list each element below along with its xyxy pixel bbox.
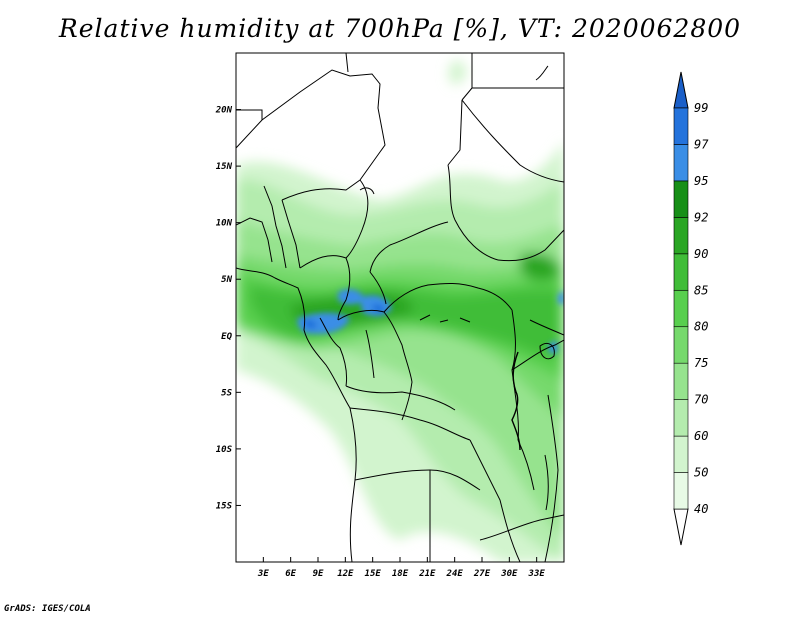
lon-tick-label: 12E xyxy=(337,569,354,579)
colorbar-label: 75 xyxy=(694,356,708,370)
colorbar-label: 92 xyxy=(694,210,708,224)
lon-tick-label: 21E xyxy=(418,569,436,579)
lon-tick-label: 18E xyxy=(392,569,409,579)
colorbar-label: 80 xyxy=(694,320,708,334)
colorbar: 40 50 60 70 75 80 85 90 92 95 97 99 xyxy=(673,71,709,546)
colorbar-label: 40 xyxy=(694,502,708,516)
colorbar-label: 90 xyxy=(694,247,708,261)
map-title: Relative humidity at 700hPa [%], VT: 202… xyxy=(58,14,742,43)
credit-text: GrADS: IGES/COLA xyxy=(4,604,91,614)
lon-tick-label: 27E xyxy=(473,569,491,579)
colorbar-label: 70 xyxy=(694,393,708,407)
lon-tick-label: 6E xyxy=(285,569,296,579)
colorbar-label: 97 xyxy=(694,137,709,151)
lon-tick-label: 15E xyxy=(365,569,382,579)
colorbar-segment xyxy=(673,435,689,473)
lat-tick-label: 15S xyxy=(216,501,233,511)
humidity-field xyxy=(236,53,564,562)
lat-tick-label: 15N xyxy=(216,162,233,172)
lat-tick-label: 10S xyxy=(216,445,233,455)
colorbar-segment xyxy=(673,399,689,437)
axis-ticks xyxy=(236,109,538,562)
colorbar-above-triangle xyxy=(673,71,689,109)
lat-tick-label: 5N xyxy=(221,275,232,285)
colorbar-segment xyxy=(673,326,689,364)
colorbar-label: 95 xyxy=(694,174,708,188)
colorbar-label: 99 xyxy=(694,101,708,115)
lon-tick-label: 30E xyxy=(500,569,518,579)
lat-tick-label: EQ xyxy=(221,332,232,342)
colorbar-segment xyxy=(673,144,689,182)
lat-tick-label: 5S xyxy=(221,388,232,398)
lon-tick-label: 9E xyxy=(313,569,324,579)
lat-tick-label: 10N xyxy=(216,219,233,229)
colorbar-label: 85 xyxy=(694,283,708,297)
lat-tick-label: 20N xyxy=(215,106,233,116)
country-borders xyxy=(236,53,564,562)
lon-tick-label: 3E xyxy=(257,569,269,579)
colorbar-segment xyxy=(673,362,689,400)
colorbar-segment xyxy=(673,217,689,255)
colorbar-segment xyxy=(673,107,689,145)
colorbar-segment xyxy=(673,180,689,218)
colorbar-label: 60 xyxy=(694,429,708,443)
axis-labels: 3E 6E 9E 12E 15E 18E 21E 24E 27E 30E 33E 20N 15N 10N 5… xyxy=(215,106,546,579)
colorbar-segment xyxy=(673,289,689,328)
colorbar-below-triangle xyxy=(673,508,689,546)
lon-tick-label: 24E xyxy=(446,569,464,579)
colorbar-segment xyxy=(673,253,689,291)
colorbar-segment xyxy=(673,472,689,510)
colorbar-label: 50 xyxy=(694,466,708,480)
lon-tick-label: 33E xyxy=(528,569,546,579)
